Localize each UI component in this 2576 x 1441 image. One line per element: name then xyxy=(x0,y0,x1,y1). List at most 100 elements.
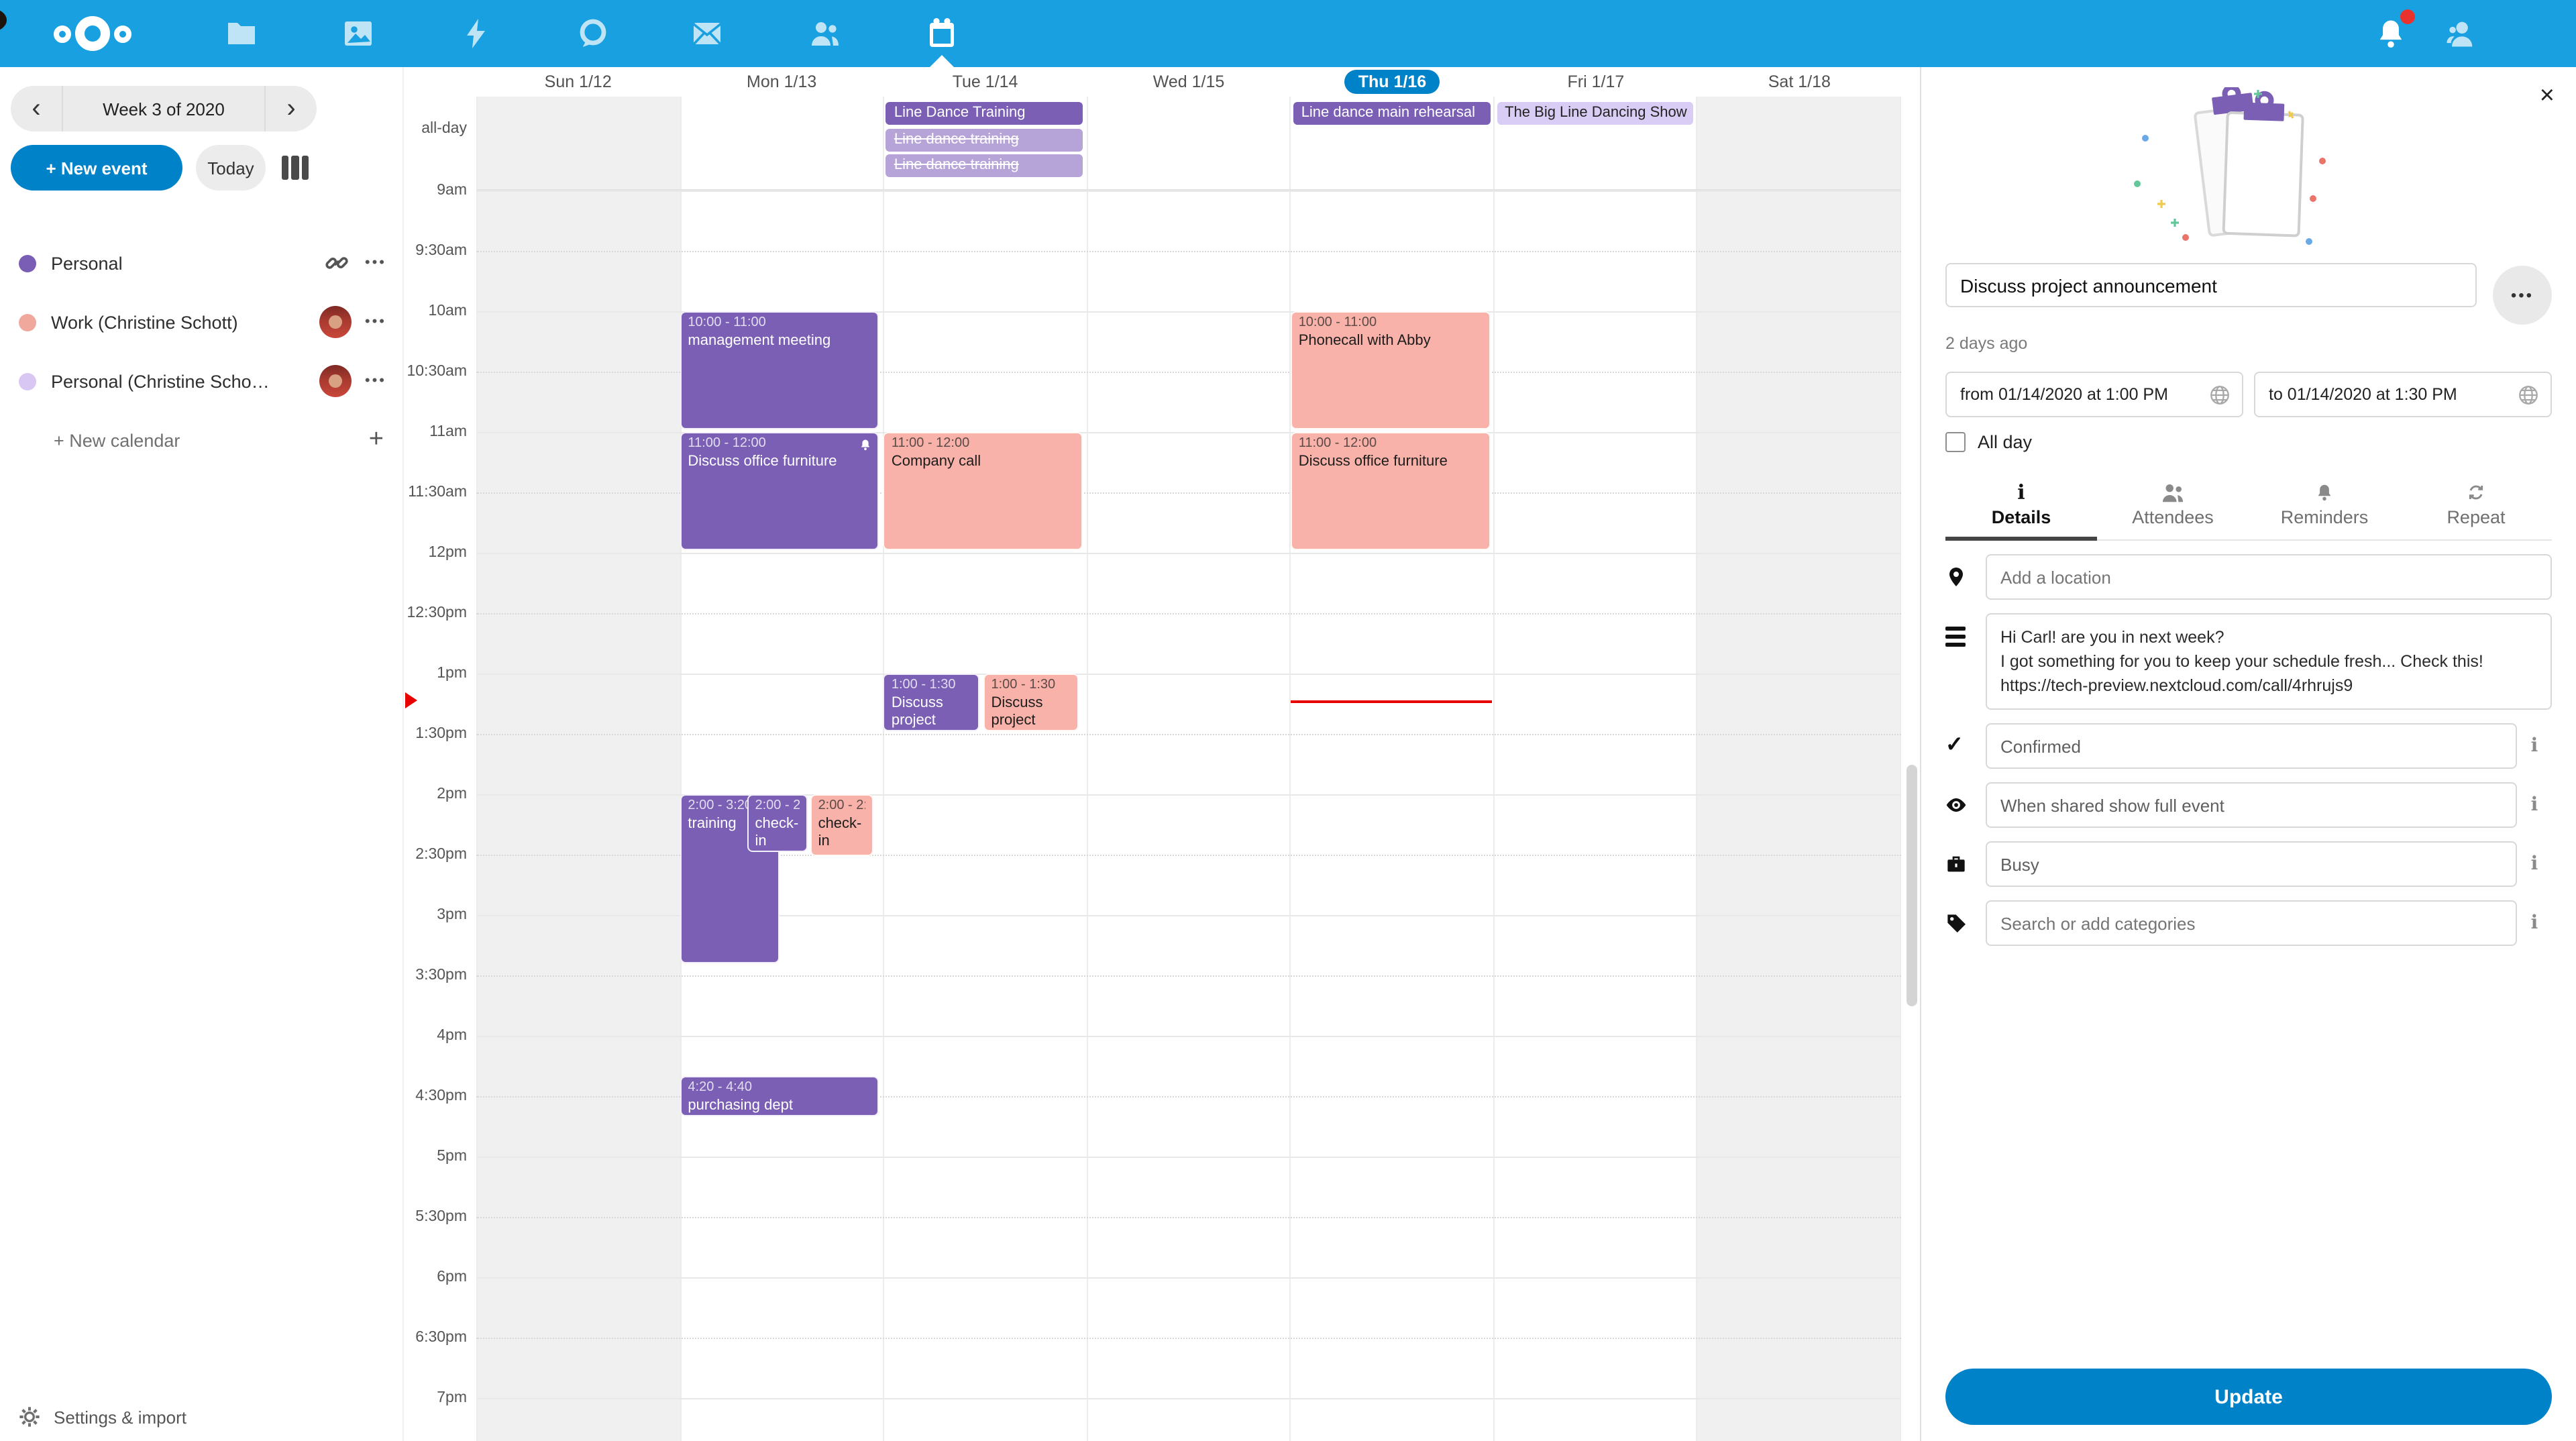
calendar-event[interactable]: 1:00 - 1:30 Discuss project announcement xyxy=(883,674,979,731)
contacts-icon[interactable] xyxy=(809,17,841,50)
day-column[interactable] xyxy=(1289,97,1493,1441)
day-header[interactable]: Sun 1/12 xyxy=(544,72,612,91)
calendar-actions-icon[interactable]: ••• xyxy=(364,373,386,389)
calendar-color-dot[interactable] xyxy=(19,254,36,272)
categories-input[interactable] xyxy=(1986,900,2517,947)
tab-reminders[interactable]: Reminders xyxy=(2249,471,2400,539)
timezone-globe-icon[interactable] xyxy=(2208,383,2231,406)
day-column[interactable] xyxy=(1493,97,1697,1441)
close-icon[interactable]: × xyxy=(2539,82,2555,110)
today-button[interactable]: Today xyxy=(196,145,266,191)
allday-event[interactable]: Line dance main rehearsal xyxy=(1293,102,1491,125)
event-title: purchasing dept xyxy=(688,1097,793,1113)
day-header[interactable]: Sat 1/18 xyxy=(1768,72,1831,91)
allday-row[interactable]: Line Dance Training Line dance training Li… xyxy=(476,97,1901,191)
event-title: Discuss office furniture xyxy=(688,453,837,469)
allday-checkbox[interactable] xyxy=(1945,432,1966,452)
files-icon[interactable] xyxy=(225,17,258,50)
calendar-actions-icon[interactable]: ••• xyxy=(364,255,386,271)
categories-info-icon[interactable]: i xyxy=(2530,912,2538,935)
calendar-actions-icon[interactable]: ••• xyxy=(364,314,386,330)
calendar-list-item[interactable]: Personal ••• xyxy=(0,233,402,292)
update-button[interactable]: Update xyxy=(1945,1369,2552,1425)
share-link-icon[interactable] xyxy=(325,251,349,275)
new-event-button[interactable]: + New event xyxy=(11,145,182,191)
activity-icon[interactable] xyxy=(460,17,492,50)
calendar-list-item[interactable]: Personal (Christine Scho… ••• xyxy=(0,352,402,411)
calendar-event[interactable]: 4:20 - 4:40 purchasing dept xyxy=(680,1076,879,1116)
visibility-info-icon[interactable]: i xyxy=(2530,794,2538,816)
day-column[interactable] xyxy=(1086,97,1289,1441)
event-time: 4:20 - 4:40 xyxy=(688,1080,753,1095)
status-select[interactable]: Confirmed xyxy=(1986,723,2517,769)
calendar-event[interactable]: 11:00 - 12:00 Discuss office furniture xyxy=(680,432,879,550)
event-time: 10:00 - 11:00 xyxy=(688,315,766,330)
week-label[interactable]: Week 3 of 2020 xyxy=(62,86,266,131)
time-label: 11:30am xyxy=(408,484,467,500)
contacts-menu-icon[interactable] xyxy=(2439,12,2482,55)
grid-line xyxy=(476,432,1901,492)
freebusy-select[interactable]: Busy xyxy=(1986,841,2517,888)
calendar-list-item[interactable]: Work (Christine Schott) ••• xyxy=(0,292,402,352)
calendar-event[interactable]: 10:00 - 11:00 Phonecall with Abby xyxy=(1290,311,1491,429)
allday-checkbox-row[interactable]: All day xyxy=(1945,432,2552,452)
end-datetime-field[interactable]: to 01/14/2020 at 1:30 PM xyxy=(2254,372,2552,417)
new-calendar-button[interactable]: + New calendar + xyxy=(0,411,402,470)
time-label: 9am xyxy=(437,182,467,199)
allday-event[interactable]: The Big Line Dancing Show xyxy=(1497,102,1694,125)
day-header[interactable]: Wed 1/15 xyxy=(1152,72,1225,91)
notifications-bell-icon[interactable] xyxy=(2369,9,2415,55)
calendar-color-dot[interactable] xyxy=(19,313,36,331)
calendar-event[interactable]: 10:00 - 11:00 management meeting xyxy=(680,311,879,429)
calendar-event[interactable]: 11:00 - 12:00 Discuss office furniture xyxy=(1290,432,1491,550)
allday-event[interactable]: Line dance training xyxy=(885,128,1083,151)
tab-attendees[interactable]: Attendees xyxy=(2097,471,2249,539)
nextcloud-logo-icon[interactable] xyxy=(51,15,134,52)
status-info-icon[interactable]: i xyxy=(2530,735,2538,757)
photos-icon[interactable] xyxy=(342,17,374,50)
allday-event[interactable]: Line dance training xyxy=(885,154,1083,177)
week-grid: Sun 1/12 Mon 1/13 Tue 1/14 Wed 1/15 Thu 1/16… xyxy=(476,67,1901,1441)
calendar-event[interactable]: 2:00 - 2:30 check-in xyxy=(747,794,808,852)
next-week-button[interactable]: › xyxy=(286,93,296,123)
location-input[interactable] xyxy=(1986,554,2552,600)
calendar-icon[interactable] xyxy=(926,17,958,50)
talk-icon[interactable] xyxy=(577,17,609,50)
calendar-event[interactable]: 11:00 - 12:00 Company call xyxy=(883,432,1083,550)
grid-line xyxy=(476,1036,1901,1096)
tab-repeat[interactable]: Repeat xyxy=(2400,471,2552,539)
mail-icon[interactable] xyxy=(691,17,723,50)
visibility-select[interactable]: When shared show full event xyxy=(1986,782,2517,829)
notification-badge xyxy=(2400,9,2415,24)
tab-details[interactable]: i Details xyxy=(1945,471,2097,541)
previous-week-button[interactable]: ‹ xyxy=(32,93,41,123)
gear-icon xyxy=(19,1407,40,1427)
day-column[interactable] xyxy=(680,97,883,1441)
day-column[interactable] xyxy=(883,97,1086,1441)
timezone-globe-icon[interactable] xyxy=(2517,383,2540,406)
freebusy-info-icon[interactable]: i xyxy=(2530,853,2538,875)
time-label: 3pm xyxy=(437,907,467,923)
allday-label: all-day xyxy=(421,121,467,137)
calendar-event[interactable]: 2:00 - 2:30 check-in xyxy=(810,794,873,856)
day-header[interactable]: Mon 1/13 xyxy=(747,72,817,91)
time-grid[interactable]: 10:00 - 11:00 management meeting 11:00 - 1… xyxy=(476,191,1901,1441)
settings-label: Settings & import xyxy=(54,1407,186,1427)
allday-checkbox-label: All day xyxy=(1978,432,2033,452)
day-header[interactable]: Thu 1/16 xyxy=(1291,67,1494,97)
grid-line xyxy=(476,492,1901,553)
event-title-input[interactable] xyxy=(1945,263,2477,307)
day-header[interactable]: Fri 1/17 xyxy=(1567,72,1625,91)
time-label: 4:30pm xyxy=(415,1088,467,1104)
grid-line xyxy=(476,191,1901,251)
calendar-event[interactable]: 1:00 - 1:30 Discuss project xyxy=(983,674,1079,731)
description-textarea[interactable]: Hi Carl! are you in next week? I got som… xyxy=(1986,613,2552,710)
calendar-scrollbar[interactable] xyxy=(1907,765,1917,1006)
more-actions-button[interactable]: ••• xyxy=(2493,266,2552,325)
settings-import[interactable]: Settings & import xyxy=(19,1406,186,1428)
view-toggle-icon[interactable] xyxy=(282,156,309,180)
allday-event[interactable]: Line Dance Training xyxy=(885,102,1083,125)
day-header[interactable]: Tue 1/14 xyxy=(952,72,1018,91)
start-datetime-field[interactable]: from 01/14/2020 at 1:00 PM xyxy=(1945,372,2243,417)
calendar-color-dot[interactable] xyxy=(19,372,36,390)
